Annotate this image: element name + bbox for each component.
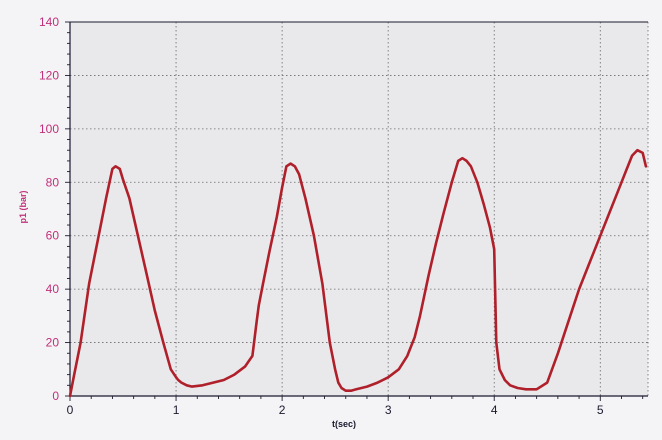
- y-tick-label: 40: [46, 282, 60, 296]
- x-tick-label: 1: [173, 403, 180, 417]
- x-tick-label: 5: [597, 403, 604, 417]
- y-tick-label: 20: [46, 336, 60, 350]
- y-tick-labels: 0 20 40 60 80 100 120 140: [39, 15, 59, 403]
- axes: [69, 21, 648, 397]
- series-layer: [68, 148, 648, 398]
- grid: [70, 21, 649, 396]
- x-tick-label: 4: [491, 403, 498, 417]
- plot-area: [70, 22, 648, 396]
- x-tick-label: 0: [67, 403, 74, 417]
- x-tick-label: 3: [385, 403, 392, 417]
- x-axis-label: t(sec): [332, 419, 356, 429]
- y-tick-label: 60: [46, 229, 60, 243]
- y-tick-label: 140: [39, 15, 59, 29]
- x-tick-label: 2: [279, 403, 286, 417]
- y-tick-label: 120: [39, 68, 59, 82]
- y-tick-label: 80: [46, 175, 60, 189]
- y-axis-label: p1 (bar): [18, 190, 28, 223]
- x-tick-labels: 0 1 2 3 4 5: [67, 403, 604, 417]
- series-line: [68, 148, 648, 398]
- y-tick-label: 100: [39, 122, 59, 136]
- y-tick-label: 0: [52, 389, 59, 403]
